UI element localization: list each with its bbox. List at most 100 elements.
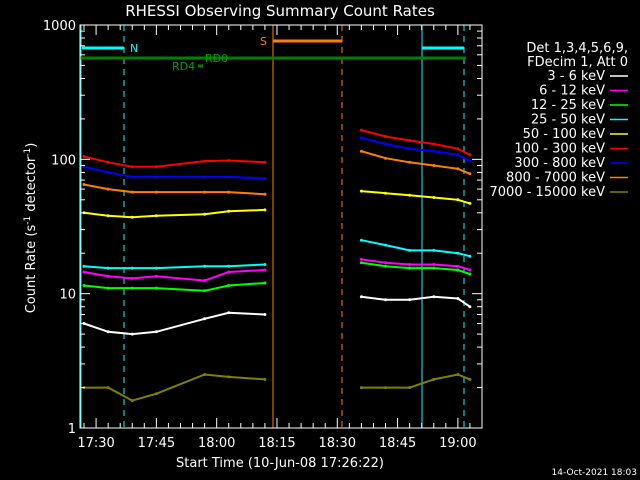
series-line	[361, 129, 471, 156]
series-5	[82, 128, 472, 169]
series-point	[82, 264, 86, 268]
series-7	[82, 149, 472, 196]
series-point	[432, 248, 436, 252]
series-line	[83, 183, 265, 196]
series-point	[130, 399, 134, 403]
series-1	[82, 257, 472, 283]
series-point	[203, 317, 207, 321]
series-line	[361, 373, 471, 389]
series-point	[359, 149, 363, 153]
series-point	[468, 201, 472, 205]
x-tick-label: 18:00	[198, 436, 235, 451]
legend-header-line-1: Det 1,3,4,5,6,9,	[526, 41, 628, 56]
night-label: N	[130, 42, 138, 55]
series-point	[408, 193, 412, 197]
series-line	[361, 258, 471, 271]
series-point	[384, 142, 387, 146]
series-point	[456, 251, 460, 255]
series-point	[154, 175, 158, 179]
series-point	[130, 190, 134, 194]
series-point	[154, 274, 158, 278]
series-point	[359, 189, 363, 193]
x-tick-label: 17:30	[77, 436, 114, 451]
series-point	[456, 153, 460, 157]
series-point	[203, 190, 207, 194]
legend-label: 12 - 25 keV	[531, 98, 605, 113]
series-point	[130, 175, 134, 179]
series-point	[203, 373, 207, 376]
series-point	[106, 187, 110, 191]
series-line	[361, 239, 471, 258]
rd0-label: RD0	[205, 52, 228, 65]
series-point	[203, 264, 207, 268]
series-point	[130, 276, 134, 280]
series-point	[456, 268, 460, 272]
chart-title: RHESSI Observing Summary Count Rates	[125, 2, 435, 20]
series-line	[83, 311, 265, 336]
series-line	[361, 295, 471, 308]
series-point	[468, 254, 472, 258]
series-2	[82, 261, 472, 293]
series-point	[359, 257, 363, 261]
series-point	[227, 284, 231, 287]
series-point	[203, 212, 207, 216]
series-point	[384, 264, 387, 268]
series-8	[82, 373, 472, 403]
legend-label: 800 - 7000 keV	[506, 171, 605, 186]
series-point	[106, 286, 110, 290]
rd4-label: RD4	[172, 60, 195, 73]
x-tick-label: 18:45	[379, 436, 416, 451]
series-point	[154, 214, 158, 218]
plot-area: N S RD0 RD4	[80, 25, 472, 428]
series-point	[263, 192, 267, 196]
series-point	[227, 375, 231, 379]
y-tick-label: 1000	[43, 19, 76, 34]
series-point	[432, 377, 436, 381]
series-point	[384, 386, 387, 390]
series-line	[361, 261, 471, 275]
series-3	[82, 238, 472, 270]
series-point	[130, 215, 134, 219]
plot-frame	[79, 24, 483, 429]
series-point	[203, 289, 207, 293]
series-point	[82, 270, 86, 274]
series-point	[106, 330, 110, 334]
series-point	[154, 190, 158, 194]
x-axis: 17:30 17:45 18:00 18:15 18:30 18:45 19:00	[77, 25, 483, 451]
series-point	[263, 281, 267, 285]
legend-label: 100 - 300 keV	[514, 142, 605, 157]
series-point	[227, 264, 231, 268]
x-tick-label: 17:45	[138, 436, 175, 451]
x-axis-label: Start Time (10-Jun-08 17:26:22)	[176, 456, 384, 471]
series-point	[432, 266, 436, 270]
series-point	[227, 209, 231, 213]
series-line	[361, 136, 471, 162]
series-line	[361, 190, 471, 205]
series-point	[408, 160, 412, 164]
series-line	[83, 269, 265, 282]
series-point	[384, 261, 387, 265]
series-point	[106, 274, 110, 278]
series-point	[130, 332, 134, 336]
series-point	[359, 136, 363, 140]
series-point	[359, 261, 363, 265]
legend-label: 300 - 800 keV	[514, 156, 605, 171]
series-point	[432, 142, 436, 146]
series-point	[408, 139, 412, 142]
series-point	[263, 268, 267, 272]
series-point	[384, 243, 387, 247]
series-point	[432, 263, 436, 266]
series-point	[359, 386, 363, 390]
series-point	[384, 156, 387, 160]
series-point	[456, 297, 460, 300]
series-point	[263, 177, 267, 180]
legend-header-line-2: FDecim 1, Att 0	[527, 55, 628, 70]
legend: Det 1,3,4,5,6,9, FDecim 1, Att 0 3 - 6 k…	[490, 41, 628, 200]
legend-label: 7000 - 15000 keV	[490, 185, 606, 200]
series-line	[361, 150, 471, 175]
series-line	[83, 165, 265, 180]
series-point	[408, 298, 412, 302]
series-point	[468, 153, 472, 157]
series-point	[82, 183, 86, 186]
